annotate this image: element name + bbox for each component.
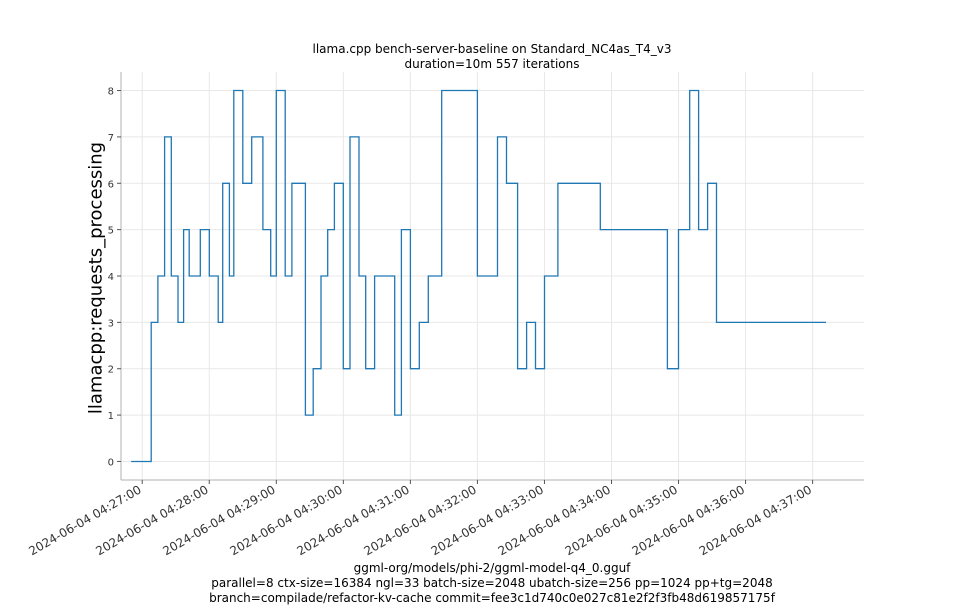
y-tick-label: 1 [108, 411, 114, 422]
y-tick-label: 3 [108, 318, 114, 329]
chart-subtitle: duration=10m 557 iterations [404, 57, 580, 71]
x-tick-label: 2024-06-04 04:34:00 [496, 482, 613, 558]
x-tick-label: 2024-06-04 04:33:00 [429, 482, 546, 558]
x-tick-label: 2024-06-04 04:27:00 [26, 482, 143, 558]
y-tick-label: 4 [108, 272, 114, 283]
series [131, 89, 826, 463]
y-ticks: 0 1 2 3 4 5 6 7 8 [108, 87, 121, 468]
footer-model: ggml-org/models/phi-2/ggml-model-q4_0.gg… [353, 561, 631, 575]
x-tick-label: 2024-06-04 04:31:00 [295, 482, 412, 558]
y-tick-label: 0 [108, 457, 114, 468]
x-tick-label: 2024-06-04 04:37:00 [697, 482, 814, 558]
x-tick-label: 2024-06-04 04:28:00 [93, 482, 210, 558]
footer-params: parallel=8 ctx-size=16384 ngl=33 batch-s… [211, 576, 773, 590]
x-tick-label: 2024-06-04 04:32:00 [362, 482, 479, 558]
y-tick-label: 2 [108, 365, 114, 376]
x-tick-label: 2024-06-04 04:29:00 [160, 482, 277, 558]
x-tick-label: 2024-06-04 04:35:00 [563, 482, 680, 558]
chart-title: llama.cpp bench-server-baseline on Stand… [312, 42, 672, 56]
footer-branch: branch=compilade/refactor-kv-cache commi… [209, 591, 775, 605]
y-tick-label: 5 [108, 226, 114, 237]
x-tick-label: 2024-06-04 04:30:00 [227, 482, 344, 558]
y-tick-label: 6 [108, 179, 114, 190]
y-tick-label: 7 [108, 133, 114, 144]
series-line [131, 89, 826, 463]
y-tick-label: 8 [108, 87, 114, 98]
x-tick-label: 2024-06-04 04:36:00 [630, 482, 747, 558]
